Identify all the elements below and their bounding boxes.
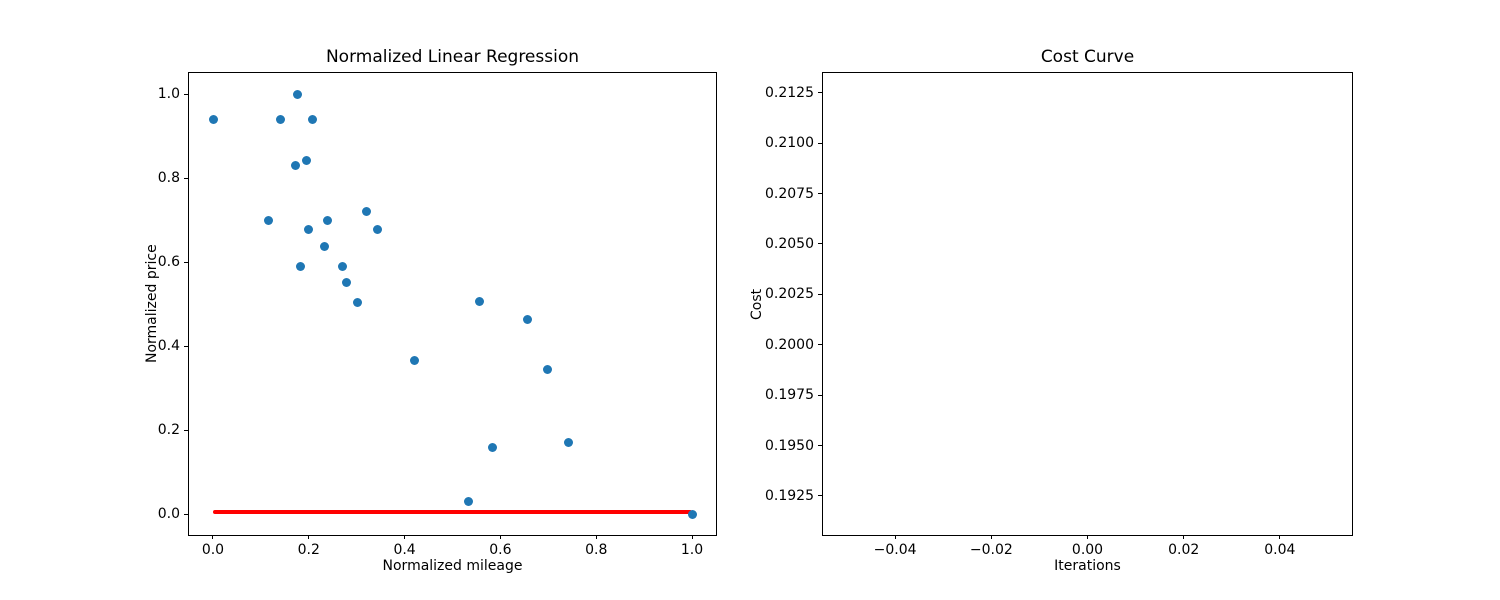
- regression-line: [212, 510, 693, 514]
- y-tick-label: 0.2125: [765, 84, 814, 101]
- x-tick: [894, 535, 896, 539]
- plot-area: 0.0 0.2 0.4 0.6 0.8 1.0 0.0 0.2 0.4 0.6 0.8 1.0: [158, 73, 716, 558]
- x-tick: [308, 535, 310, 539]
- y-tick-label: 0.2075: [765, 185, 814, 202]
- y-tick: [818, 92, 822, 94]
- x-tick-label: 0.2: [297, 542, 320, 558]
- x-tick: [1183, 535, 1185, 539]
- scatter-point: [276, 115, 285, 125]
- plot-area: −0.04 −0.02 0.00 0.02 0.04 0.2125 0.2100 0.2075…: [765, 73, 1352, 558]
- scatter-point: [301, 155, 311, 165]
- axes-normalized-linear-regression: Normalized Linear Regression Normalized …: [144, 47, 717, 574]
- y-tick: [184, 93, 188, 95]
- scatter-point: [337, 261, 347, 271]
- scatter-point: [320, 241, 330, 251]
- y-tick: [818, 293, 822, 295]
- x-axis-label: Iterations: [1054, 558, 1121, 574]
- scatter-point: [487, 442, 497, 452]
- scatter-point: [295, 261, 305, 271]
- scatter-point: [362, 207, 372, 217]
- y-tick: [818, 243, 822, 245]
- scatter-point: [463, 496, 473, 506]
- y-tick: [818, 495, 822, 497]
- scatter-point: [304, 224, 314, 234]
- scatter-point: [293, 89, 303, 99]
- y-tick-label: 0.2100: [765, 135, 814, 152]
- x-tick-label: 1.0: [680, 542, 704, 558]
- y-tick: [818, 344, 822, 346]
- scatter-point: [523, 315, 533, 325]
- scatter-point: [308, 115, 318, 125]
- x-tick-label: 0.02: [1168, 542, 1200, 558]
- y-tick-label: 0.2000: [765, 336, 814, 353]
- plot-title: Cost Curve: [1040, 47, 1135, 67]
- x-tick: [990, 535, 992, 539]
- y-tick-label: 0.2025: [765, 286, 814, 303]
- y-tick-label: 0.1925: [765, 487, 814, 504]
- x-tick-label: 0.8: [585, 542, 608, 558]
- y-tick-label: 0.2050: [765, 235, 814, 252]
- scatter-point: [353, 297, 363, 307]
- x-tick: [595, 535, 597, 539]
- scatter-point: [208, 115, 218, 125]
- scatter-point: [687, 509, 697, 519]
- y-tick: [184, 345, 188, 347]
- scatter-point: [543, 365, 553, 375]
- y-tick: [818, 445, 822, 446]
- axes-cost-curve: Cost Curve Iterations Cost −0.04 −0.02 0.0…: [749, 47, 1353, 574]
- y-tick-label: 0.1975: [765, 387, 814, 404]
- y-axis-label: Normalized price: [144, 244, 160, 364]
- y-tick-label: 1.0: [157, 86, 180, 102]
- scatter-point: [323, 215, 333, 225]
- scatter-point: [564, 438, 574, 448]
- x-tick-label: 0.00: [1071, 542, 1104, 558]
- y-tick-label: 0.6: [157, 254, 180, 270]
- y-tick: [818, 193, 822, 195]
- y-tick-label: 0.0: [157, 506, 180, 522]
- x-tick: [404, 535, 406, 539]
- x-tick-label: −0.04: [873, 542, 917, 558]
- y-tick: [818, 142, 822, 144]
- x-tick-label: 0.04: [1264, 542, 1296, 558]
- y-tick-label: 0.4: [157, 338, 180, 354]
- x-tick-label: 0.6: [489, 542, 512, 558]
- x-tick: [691, 535, 693, 539]
- scatter-point: [264, 215, 274, 225]
- scatter-point: [373, 224, 383, 234]
- x-tick-label: 0.4: [393, 542, 416, 558]
- x-tick: [212, 535, 214, 539]
- x-tick-label: 0.0: [201, 542, 225, 558]
- x-tick: [1279, 535, 1281, 539]
- scatter-point: [342, 278, 352, 288]
- y-tick: [184, 429, 188, 431]
- x-tick: [1087, 535, 1088, 539]
- y-tick-label: 0.1950: [765, 437, 814, 454]
- y-tick: [818, 394, 822, 396]
- y-axis-label: Cost: [749, 288, 765, 320]
- plot-title: Normalized Linear Regression: [325, 47, 580, 67]
- y-tick: [184, 513, 188, 515]
- scatter-point: [290, 161, 300, 171]
- y-tick: [184, 177, 188, 179]
- scatter-point: [409, 355, 419, 365]
- y-tick: [184, 261, 188, 263]
- y-tick-label: 0.2: [157, 422, 180, 438]
- scatter-point: [475, 296, 485, 306]
- x-axis-label: Normalized mileage: [382, 558, 523, 574]
- x-tick-label: −0.02: [969, 542, 1013, 558]
- y-tick-label: 0.8: [157, 170, 180, 186]
- x-tick: [499, 535, 501, 539]
